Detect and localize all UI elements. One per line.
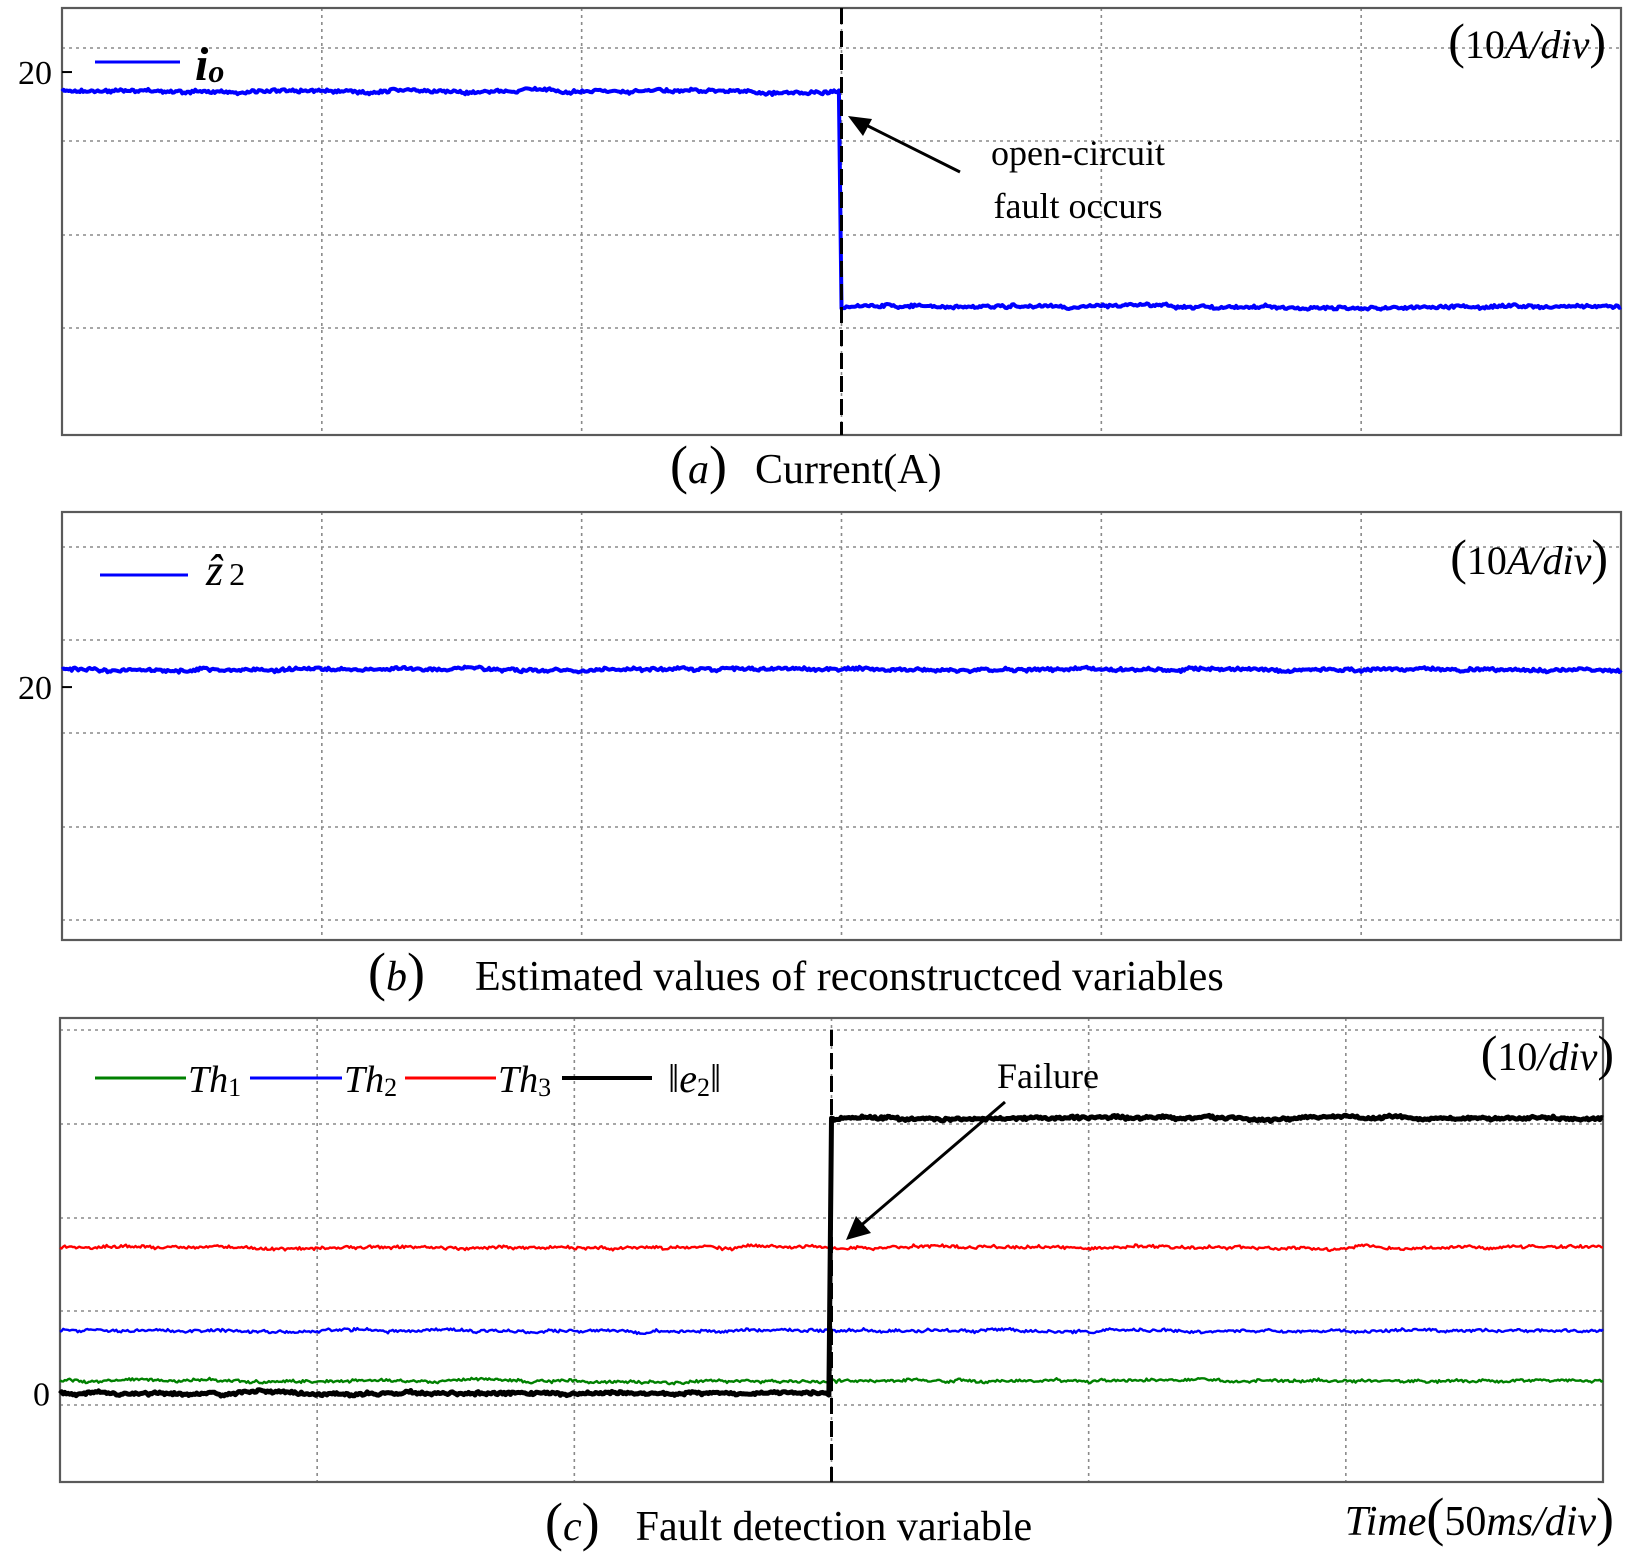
caption-a: (a) Current(A) bbox=[670, 435, 942, 495]
x-axis-label-c: Time(50ms/div) bbox=[1345, 1487, 1614, 1547]
yticks-c: 0 bbox=[33, 1376, 70, 1413]
annotation-arrow-shaft-c bbox=[857, 1100, 1006, 1230]
legend-label-th3: Th3 bbox=[498, 1059, 551, 1102]
grid-b bbox=[62, 512, 1621, 940]
ytick-label: 20 bbox=[18, 55, 52, 92]
annotation-text-a-line1: open-circuit bbox=[991, 133, 1165, 173]
yticks-a: 20 bbox=[18, 55, 72, 92]
yticks-b: 20 bbox=[18, 670, 72, 707]
legend-label-th2: Th2 bbox=[344, 1059, 397, 1102]
ytick-label: 20 bbox=[18, 670, 52, 707]
annotation-text-a-line2: fault occurs bbox=[994, 186, 1163, 226]
scale-label-b: (10A/div) bbox=[1450, 529, 1608, 585]
annotation-text-c: Failure bbox=[997, 1056, 1099, 1096]
legend-label-e2: ‖e2‖ bbox=[668, 1056, 721, 1102]
legend-label-io: io bbox=[195, 38, 224, 91]
panel-a: 20 io (10A/div) open-circuit fault occur… bbox=[18, 6, 1623, 495]
annotation-arrowhead-c bbox=[846, 1216, 871, 1240]
series-layer-b bbox=[61, 664, 1623, 675]
caption-c: (c) Fault detection variable bbox=[545, 1492, 1032, 1552]
scale-label-c: (10/div) bbox=[1481, 1025, 1614, 1081]
legend-label-th1: Th1 bbox=[188, 1059, 241, 1102]
legend-a: io bbox=[95, 38, 224, 91]
caption-b: (b) Estimated values of reconstructced va… bbox=[368, 942, 1224, 1002]
ytick-label: 0 bbox=[33, 1376, 50, 1413]
annotation-failure: Failure bbox=[846, 1056, 1099, 1240]
annotation-arrow-shaft-a bbox=[861, 121, 961, 174]
scale-label-a: (10A/div) bbox=[1448, 13, 1606, 69]
series-line-ẑ_2 bbox=[61, 664, 1623, 675]
series-line-e2 bbox=[58, 1112, 1604, 1399]
panel-c: 0 Th1 Th2 Th3 ‖e2‖ (10/div) Failure (c) F… bbox=[33, 1016, 1614, 1552]
annotation-open-circuit: open-circuit fault occurs bbox=[848, 116, 1165, 226]
annotation-arrowhead-a bbox=[848, 116, 872, 136]
plot-frame-b bbox=[60, 510, 1623, 942]
legend-c: Th1 Th2 Th3 ‖e2‖ bbox=[95, 1056, 721, 1102]
